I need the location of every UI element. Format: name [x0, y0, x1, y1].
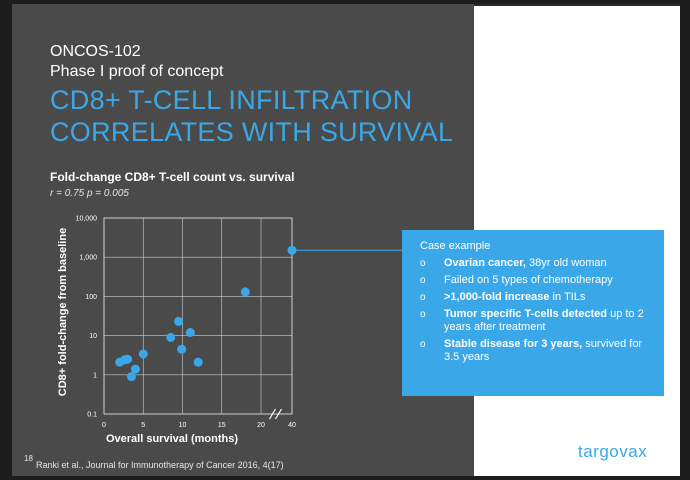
- phase-label: Phase I proof of concept: [50, 63, 224, 80]
- data-point: [138, 349, 148, 359]
- data-point: [177, 344, 187, 354]
- circle-bullet-icon: o: [420, 309, 426, 320]
- y-tick-label: 10,000: [76, 216, 98, 223]
- slide: ONCOS-102 Phase I proof of concept CD8+ …: [12, 4, 680, 476]
- circle-bullet-icon: o: [420, 275, 426, 286]
- y-tick-label: 0.1: [87, 412, 97, 419]
- axis-break-mark: [268, 408, 277, 420]
- case-example-callout: Case example o Ovarian cancer, 38yr old w…: [402, 230, 664, 396]
- callout-item-text: 38yr old woman: [525, 257, 607, 269]
- axis-break-mark: [274, 408, 283, 420]
- callout-title: Case example: [420, 240, 491, 252]
- y-tick-label: 10: [89, 333, 97, 340]
- scatter-chart: 0 5 10 15 20 40 0.1 1 10 100 1,000 10,000 Overall …: [57, 216, 297, 445]
- page-title: CD8+ T-CELL INFILTRATION CORRELATES WITH…: [50, 84, 453, 148]
- y-tick-label: 1,000: [79, 255, 97, 262]
- x-tick-labels: 0 5 10 15 20 40: [102, 422, 296, 429]
- top-border: [474, 4, 680, 6]
- callout-item: o Stable disease for 3 years, survived fo…: [420, 338, 650, 364]
- data-point: [126, 372, 136, 382]
- data-point: [240, 287, 250, 297]
- citation: Ranki et al., Journal for Immunotherapy …: [36, 460, 284, 470]
- callout-item-bold: Tumor specific T-cells detected: [444, 308, 608, 320]
- y-axis-label: CD8+ fold-change from baseline: [57, 228, 69, 396]
- x-axis-label: Overall survival (months): [106, 433, 238, 445]
- chart-title: Fold-change CD8+ T-cell count vs. surviv…: [50, 170, 295, 184]
- targovax-logo: targovax: [578, 442, 648, 461]
- callout-item: o Ovarian cancer, 38yr old woman: [420, 257, 650, 270]
- x-tick-label: 0: [102, 422, 106, 429]
- title-line-2: CORRELATES WITH SURVIVAL: [50, 117, 454, 147]
- chart-grid: [103, 217, 293, 415]
- callout-item: o Tumor specific T-cells detected up to 2…: [420, 308, 650, 334]
- callout-item-text: in TILs: [549, 291, 586, 303]
- data-point: [174, 316, 184, 326]
- data-points: [115, 245, 297, 382]
- chart-stats: r = 0.75 p = 0.005: [50, 188, 129, 199]
- x-tick-label: 10: [179, 422, 187, 429]
- callout-list: o Ovarian cancer, 38yr old woman o Failed …: [420, 257, 650, 364]
- callout-item-bold: Ovarian cancer,: [444, 257, 526, 269]
- callout-item-text: up to 2 years after treatment: [444, 308, 644, 333]
- callout-item-text: survived for 3.5 years: [444, 338, 643, 363]
- y-tick-label: 100: [85, 294, 97, 301]
- data-point: [130, 364, 140, 374]
- callout-item: o >1,000-fold increase in TILs: [420, 291, 650, 304]
- circle-bullet-icon: o: [420, 258, 426, 269]
- circle-bullet-icon: o: [420, 339, 426, 350]
- x-tick-label: 15: [218, 422, 226, 429]
- data-point: [166, 332, 176, 342]
- circle-bullet-icon: o: [420, 292, 426, 303]
- plot-frame: [103, 217, 293, 415]
- x-tick-label: 40: [288, 422, 296, 429]
- data-point: [287, 245, 297, 255]
- page-number: 18: [24, 454, 33, 463]
- y-tick-labels: 0.1 1 10 100 1,000 10,000: [76, 216, 98, 419]
- program-name: ONCOS-102: [50, 43, 141, 60]
- data-point: [123, 354, 133, 364]
- x-tick-label: 20: [257, 422, 265, 429]
- callout-item-bold: >1,000-fold increase: [444, 291, 550, 303]
- chart-axes: [103, 217, 293, 420]
- x-tick-label: 5: [141, 422, 145, 429]
- callout-item-bold: Stable disease for 3 years,: [444, 338, 583, 350]
- title-line-1: CD8+ T-CELL INFILTRATION: [50, 85, 413, 115]
- callout-item: o Failed on 5 types of chemotherapy: [420, 274, 650, 287]
- data-point: [185, 327, 195, 337]
- slide-dark-panel: ONCOS-102 Phase I proof of concept CD8+ …: [12, 4, 474, 476]
- data-point: [193, 357, 203, 367]
- y-tick-label: 1: [93, 372, 97, 379]
- callout-item-text: Failed on 5 types of chemotherapy: [444, 274, 613, 286]
